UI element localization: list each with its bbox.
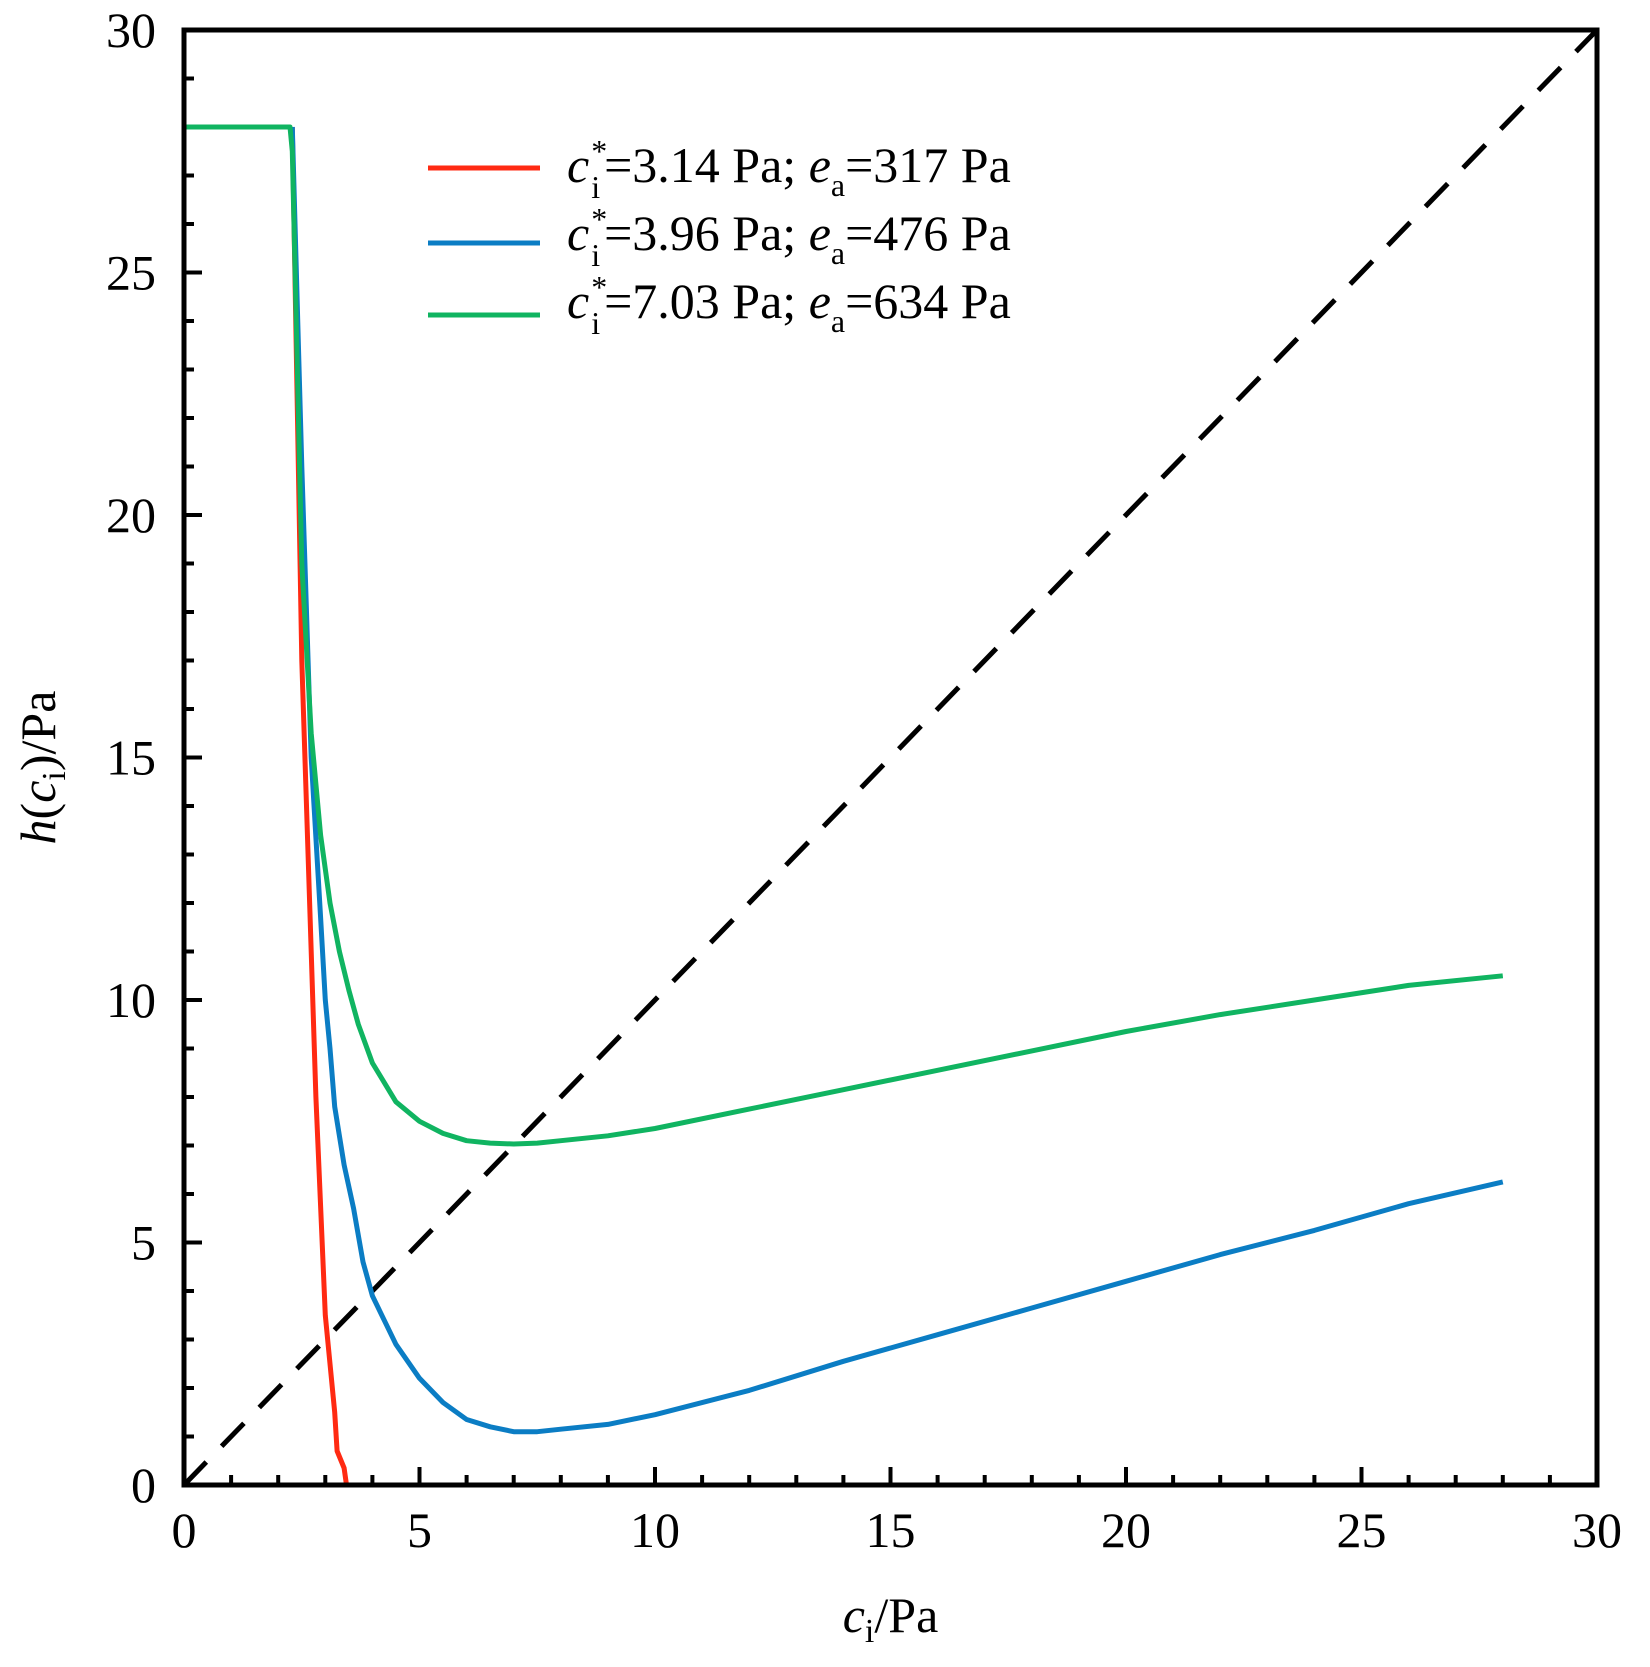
x-axis-label: ci/Pa (843, 1587, 939, 1650)
x-tick-label: 10 (630, 1502, 680, 1558)
y-axis-label-open: ( (10, 803, 66, 820)
x-tick-label: 25 (1337, 1502, 1387, 1558)
y-axis-label-close: ) (10, 754, 66, 771)
y-axis-label-var: c (10, 781, 66, 803)
y-tick-label: 30 (106, 2, 156, 58)
y-axis-label-sub: i (36, 771, 73, 780)
y-axis-label: h(ci)/Pa (10, 691, 73, 845)
series-line-green (184, 124, 1504, 1147)
y-tick-label: 20 (106, 487, 156, 543)
x-axis-label-sub: i (865, 1613, 874, 1650)
x-axis-label-unit: /Pa (874, 1587, 938, 1643)
legend: c* i=3.14 Pa; ea=317 Pa c* i=3.96 Pa; ea=4… (428, 133, 1011, 341)
x-tick-label: 20 (1101, 1502, 1151, 1558)
plot-frame (181, 27, 1600, 1488)
y-tick-label: 25 (106, 245, 156, 301)
legend-entry-green: c* i=7.03 Pa; ea=634 Pa (567, 269, 1011, 341)
series-layer (182, 28, 1599, 1488)
x-axis-label-var: c (843, 1587, 865, 1643)
legend-entry-red: c* i=3.14 Pa; ea=317 Pa (567, 133, 1011, 205)
y-tick-label: 10 (106, 972, 156, 1028)
x-tick-label: 5 (407, 1502, 432, 1558)
y-tick-label: 5 (131, 1215, 156, 1271)
tick-labels: 0 5 10 15 20 25 30 0 5 10 15 20 25 30 (106, 2, 1622, 1558)
series-line-blue (289, 126, 1504, 1435)
x-tick-label: 15 (866, 1502, 916, 1558)
y-tick-label: 0 (131, 1457, 156, 1513)
y-axis-label-fn: h (10, 819, 66, 844)
reference-line-y-equals-x (182, 28, 1599, 1487)
legend-entry-blue: c* i=3.96 Pa; ea=476 Pa (567, 201, 1011, 273)
x-tick-label: 30 (1572, 1502, 1622, 1558)
y-tick-label: 15 (106, 730, 156, 786)
y-axis-label-unit: /Pa (10, 691, 66, 755)
series-line-red (289, 126, 1503, 1488)
x-tick-label: 0 (172, 1502, 197, 1558)
